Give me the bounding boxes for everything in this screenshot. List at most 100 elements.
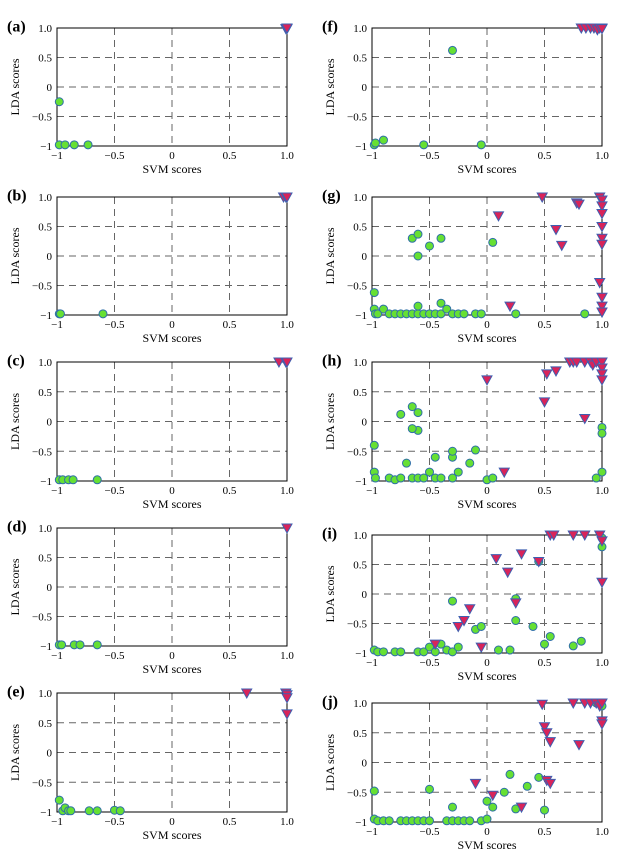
y-axis-label: LDA scores: [323, 58, 337, 115]
y-tick-label: 0: [362, 82, 368, 94]
data-point-circle: [369, 786, 379, 796]
x-tick-label: −0.5: [105, 485, 125, 497]
plot-frame: [56, 361, 288, 482]
y-tick-label: −0.5: [347, 112, 367, 124]
data-point-circle: [57, 640, 67, 650]
panel-label: (a): [7, 19, 26, 36]
data-point-circle: [499, 787, 509, 797]
panel-label: (f): [322, 19, 338, 36]
plot-frame: [371, 27, 603, 147]
y-axis-label: LDA scores: [8, 393, 22, 450]
data-point-circle: [494, 645, 503, 655]
data-point-triangle: [570, 357, 583, 369]
x-tick-label: 0.5: [538, 826, 552, 838]
x-tick-label: 0: [484, 826, 490, 838]
data-point-circle: [436, 233, 446, 243]
plot-frame: [56, 27, 288, 147]
data-point-circle: [92, 475, 102, 485]
data-point-triangle: [596, 536, 608, 547]
data-point-circle: [436, 298, 446, 308]
panel-label: (c): [7, 353, 25, 370]
y-tick-label: −1: [355, 141, 367, 153]
data-point-circle: [580, 309, 590, 319]
y-tick-label: 0: [47, 82, 53, 94]
data-point-circle: [92, 806, 102, 816]
data-point-circle: [396, 409, 406, 419]
data-point-triangle: [504, 301, 516, 313]
y-tick-label: 0.5: [38, 553, 52, 565]
data-point-circle: [436, 309, 446, 319]
x-tick-label: 0.5: [223, 319, 237, 331]
y-axis-label: LDA scores: [323, 734, 337, 791]
data-point-triangle: [273, 357, 285, 369]
data-point-triangle: [596, 222, 608, 233]
y-tick-label: −0.5: [32, 112, 52, 124]
x-tick-label: 1.0: [280, 650, 294, 662]
data-point-circle: [54, 795, 64, 805]
data-point-circle: [448, 647, 457, 657]
data-point-triangle: [567, 530, 580, 542]
data-point-triangle: [481, 375, 493, 386]
data-point-circle: [534, 772, 544, 782]
y-tick-label: 0.5: [38, 718, 52, 730]
y-tick-label: −1: [355, 476, 367, 488]
data-point-triangle: [532, 557, 545, 568]
y-tick-label: 1.0: [353, 23, 367, 35]
x-tick-label: −0.5: [420, 319, 440, 331]
y-tick-label: 1.0: [353, 530, 367, 542]
data-point-triangle: [596, 698, 608, 710]
panel-label: (e): [7, 684, 25, 701]
data-point-triangle: [452, 621, 465, 633]
y-axis-label: LDA scores: [8, 227, 22, 284]
x-tick-label: 1.0: [280, 816, 294, 828]
data-point-circle: [396, 473, 406, 483]
plot-frame: [56, 527, 288, 647]
x-tick-label: −0.5: [105, 150, 125, 162]
chart-panel: −1−1 −0.5 −0.5 0 0 0.5 0.5 1.0 1.0 SVM scores LDA …: [7, 519, 294, 676]
y-tick-label: 0: [47, 582, 53, 594]
data-point-circle: [465, 458, 475, 468]
data-point-triangle: [538, 722, 551, 733]
x-tick-label: 0: [169, 319, 175, 331]
chart-panel: −1−1 −0.5 −0.5 0 0 0.5 0.5 1.0 1.0 SVM scores LDA …: [322, 353, 609, 511]
data-point-triangle: [550, 366, 562, 377]
panel-label: (g): [322, 188, 341, 205]
x-tick-label: −0.5: [420, 657, 440, 669]
data-point-triangle: [429, 639, 442, 651]
x-tick-label: −1: [51, 485, 63, 497]
x-tick-label: 0: [169, 485, 175, 497]
data-point-triangle: [544, 737, 557, 748]
x-tick-label: 0.5: [223, 650, 237, 662]
y-axis-label: LDA scores: [323, 227, 337, 284]
data-point-circle: [75, 640, 85, 650]
panel-label: (i): [322, 526, 337, 543]
data-point-circle: [488, 802, 498, 812]
chart-panel: −1−1 −0.5 −0.5 0 0 0.5 0.5 1.0 1.0 SVM scores LDA …: [322, 526, 609, 683]
data-point-circle: [419, 473, 429, 483]
data-point-circle: [568, 641, 578, 651]
y-tick-label: −0.5: [32, 281, 52, 293]
y-axis-label: LDA scores: [323, 565, 337, 622]
data-point-circle: [425, 816, 434, 826]
y-tick-label: 0.5: [353, 222, 367, 234]
x-tick-label: −1: [366, 485, 378, 497]
y-tick-label: 0.5: [353, 53, 367, 65]
data-point-circle: [482, 796, 492, 806]
data-point-triangle: [596, 363, 608, 374]
x-tick-label: −1: [51, 150, 63, 162]
data-point-circle: [413, 229, 423, 239]
y-tick-label: 0.5: [353, 560, 367, 572]
data-point-circle: [84, 806, 94, 816]
y-tick-label: 0: [362, 251, 368, 263]
y-tick-label: 1.0: [38, 357, 52, 369]
data-point-circle: [476, 621, 486, 631]
y-tick-label: 1.0: [353, 357, 367, 369]
plot-frame: [371, 534, 603, 654]
data-point-triangle: [486, 790, 499, 802]
data-point-triangle: [573, 740, 585, 751]
data-point-triangle: [596, 719, 608, 730]
x-tick-label: 0.5: [223, 485, 237, 497]
data-point-triangle: [281, 23, 293, 35]
x-axis-label: SVM scores: [458, 838, 517, 852]
